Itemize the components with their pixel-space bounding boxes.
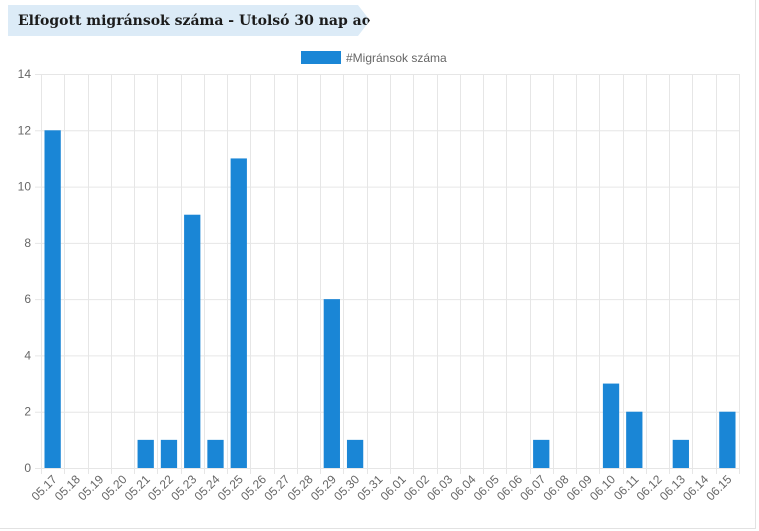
x-tick-label: 05.25 [215,472,246,503]
x-tick-label: 06.13 [657,472,688,503]
x-tick-label: 05.24 [191,472,222,503]
chart-title: Elfogott migránsok száma - Utolsó 30 nap… [18,12,402,29]
x-tick-label: 06.10 [587,472,618,503]
x-tick-label: 06.14 [680,472,711,503]
x-tick-label: 05.30 [331,472,362,503]
bar-05.17[interactable] [44,130,61,469]
legend-label[interactable]: #Migránsok száma [346,51,447,65]
bar-06.11[interactable] [626,411,643,468]
x-tick-label: 06.09 [564,472,595,503]
x-tick-label: 05.21 [122,472,153,503]
x-tick-label: 05.20 [98,472,129,503]
y-tick-label: 4 [24,348,31,362]
y-tick-label: 0 [24,461,31,475]
bar-05.21[interactable] [137,439,154,468]
x-tick-label: 05.26 [238,472,269,503]
y-tick-label: 10 [18,180,32,194]
y-tick-label: 6 [24,292,31,306]
bar-06.13[interactable] [672,439,689,468]
x-tick-label: 06.05 [471,472,502,503]
x-tick-label: 06.07 [517,472,548,503]
legend[interactable]: #Migránsok száma [301,51,447,65]
bar-05.25[interactable] [230,158,247,468]
bar-05.24[interactable] [207,439,224,468]
x-tick-label: 05.18 [52,472,83,503]
legend-swatch[interactable] [301,51,341,64]
y-tick-label: 8 [24,236,31,250]
y-tick-label: 14 [18,67,32,81]
x-tick-label: 05.28 [285,472,316,503]
x-tick-label: 06.01 [378,472,409,503]
x-tick-label: 06.08 [540,472,571,503]
x-tick-label: 06.12 [634,472,665,503]
bar-06.07[interactable] [533,439,550,468]
x-tick-label: 05.19 [75,472,106,503]
bar-05.30[interactable] [346,439,364,468]
title-ribbon: Elfogott migránsok száma - Utolsó 30 nap… [8,5,370,36]
bar-layer [44,130,736,469]
bar-05.23[interactable] [184,214,201,468]
x-tick-label: 06.02 [401,472,432,503]
x-tick-label: 05.27 [261,472,292,503]
bar-05.29[interactable] [323,299,340,468]
x-tick-label: 05.23 [168,472,199,503]
y-tick-label: 12 [18,123,32,137]
y-tick-label: 2 [24,405,31,419]
x-tick-label: 06.03 [424,472,455,503]
bar-06.10[interactable] [602,383,620,468]
x-tick-label: 05.29 [308,472,339,503]
x-tick-label: 06.15 [703,472,734,503]
x-tick-label: 06.04 [447,472,478,503]
x-tick-label: 06.06 [494,472,525,503]
grid-layer [35,74,740,474]
x-tick-label: 05.17 [29,472,60,503]
bar-06.15[interactable] [719,411,736,468]
x-tick-label: 05.22 [145,472,176,503]
x-tick-label: 05.31 [354,472,385,503]
bar-05.22[interactable] [160,439,178,468]
